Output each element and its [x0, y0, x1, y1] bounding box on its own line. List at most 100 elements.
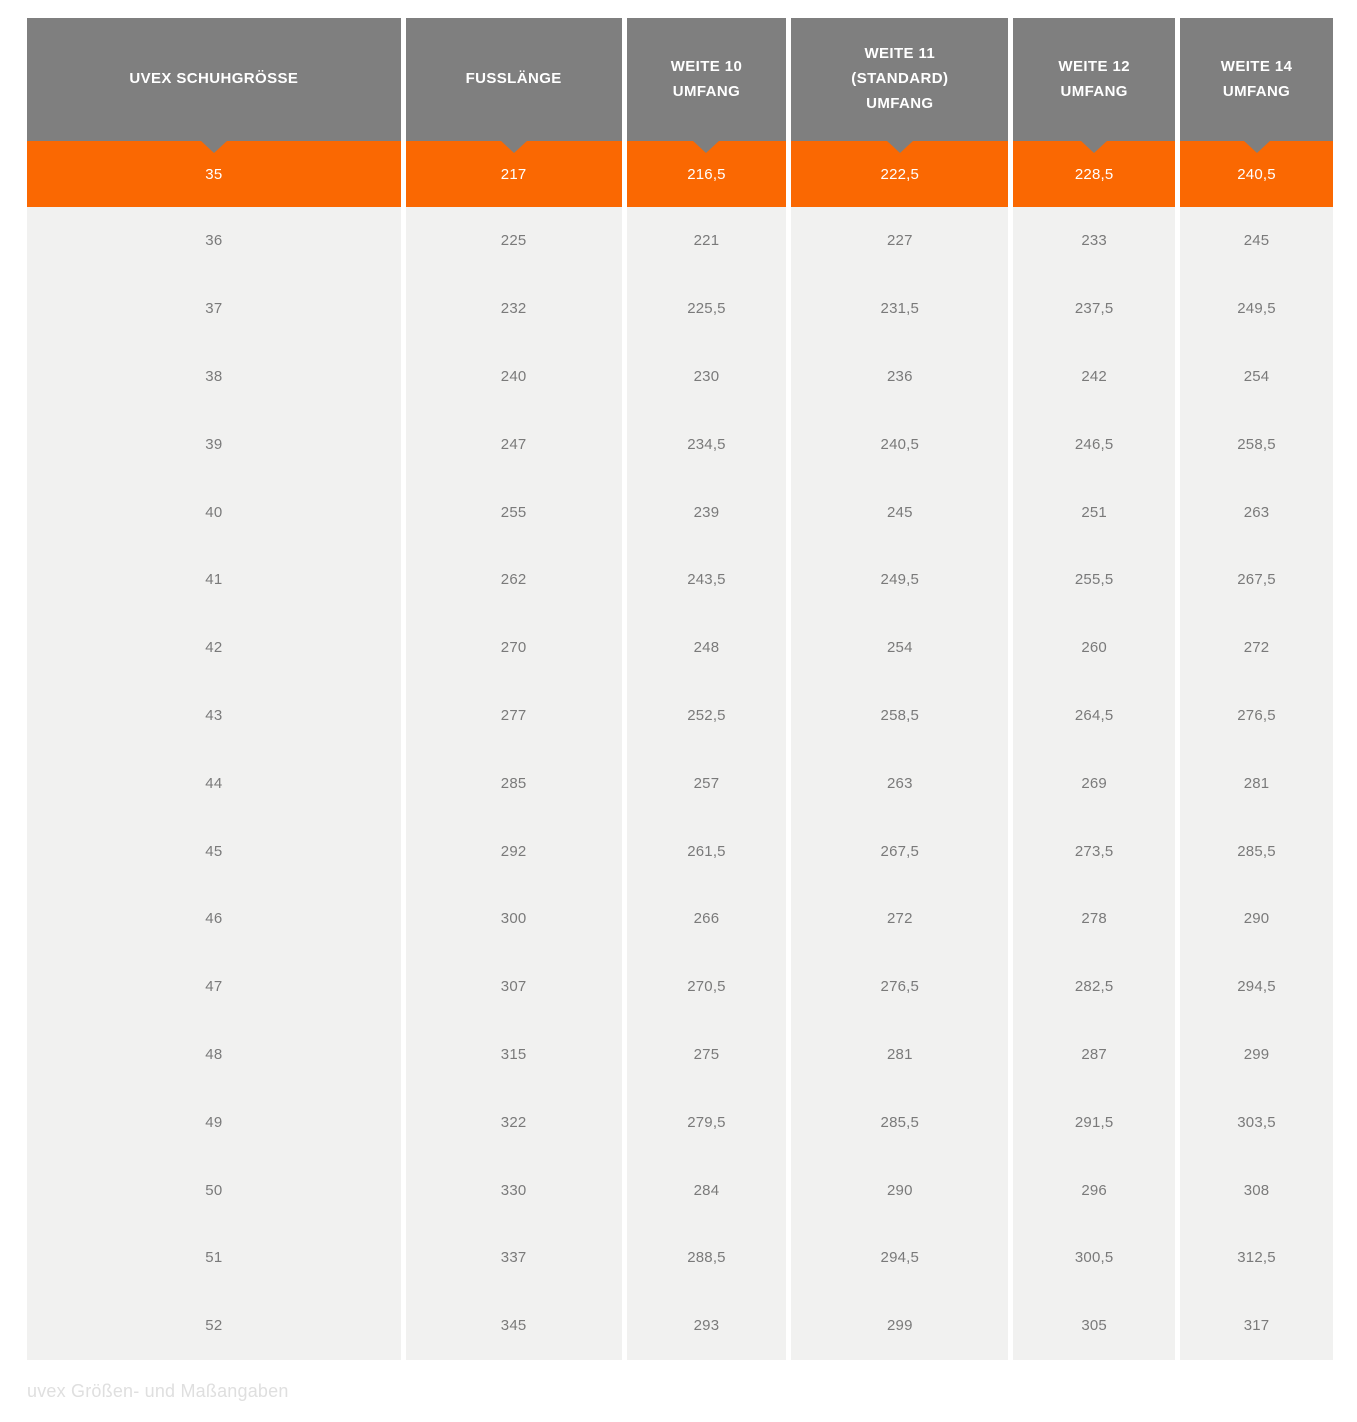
header-arrow-down-icon [499, 140, 528, 153]
header-arrow-down-icon [1242, 140, 1271, 153]
cell-weite14: 249,5 [1180, 274, 1333, 343]
table-row: 51 337 288,5 294,5 300,5 312,5 [27, 1223, 1333, 1292]
header-arrow-down-icon [885, 140, 914, 153]
cell-weite10: 266 [626, 884, 787, 953]
cell-schuhgroesse: 45 [27, 817, 401, 885]
cell-fusslaenge: 307 [405, 952, 622, 1021]
cell-weite11: 249,5 [791, 545, 1009, 614]
cell-weite12: 260 [1013, 613, 1176, 682]
table-row: 48 315 275 281 287 299 [27, 1020, 1333, 1089]
cell-schuhgroesse: 42 [27, 613, 401, 682]
cell-fusslaenge: 300 [405, 884, 622, 953]
cell-schuhgroesse: 49 [27, 1088, 401, 1157]
table-header-row: UVEX SCHUHGRÖSSE FUSSLÄNGE WEITE 10 UMFA… [27, 18, 1333, 153]
table-row: 39 247 234,5 240,5 246,5 258,5 [27, 410, 1333, 479]
cell-weite14: 272 [1180, 613, 1333, 682]
cell-weite14: 267,5 [1180, 545, 1333, 614]
cell-fusslaenge: 345 [405, 1291, 622, 1360]
table-row: 38 240 230 236 242 254 [27, 342, 1333, 411]
table-row: 52 345 293 299 305 317 [27, 1291, 1333, 1360]
cell-weite11: 267,5 [791, 817, 1009, 885]
cell-weite11: 240,5 [791, 410, 1009, 479]
column-header-schuhgroesse: UVEX SCHUHGRÖSSE [27, 18, 401, 153]
cell-schuhgroesse: 40 [27, 478, 401, 546]
cell-weite10: 270,5 [626, 952, 787, 1021]
column-header-label: FUSSLÄNGE [465, 70, 562, 88]
cell-weite10: 288,5 [626, 1223, 787, 1292]
cell-weite10: 225,5 [626, 274, 787, 343]
column-header-label: UVEX SCHUHGRÖSSE [129, 70, 299, 88]
cell-weite14: 254 [1180, 342, 1333, 411]
cell-weite12: 237,5 [1013, 274, 1176, 343]
table-row: 42 270 248 254 260 272 [27, 613, 1333, 682]
cell-weite14: 299 [1180, 1020, 1333, 1089]
cell-schuhgroesse: 50 [27, 1156, 401, 1224]
cell-fusslaenge: 240 [405, 342, 622, 411]
cell-weite12: 233 [1013, 207, 1176, 275]
cell-weite11: 290 [791, 1156, 1009, 1224]
column-header-label: WEITE 11 (STANDARD) UMFANG [851, 45, 949, 112]
table-row: 49 322 279,5 285,5 291,5 303,5 [27, 1088, 1333, 1157]
cell-fusslaenge: 270 [405, 613, 622, 682]
cell-weite10: 275 [626, 1020, 787, 1089]
cell-weite14: 317 [1180, 1291, 1333, 1360]
cell-weite10: 221 [626, 207, 787, 275]
cell-weite11: 281 [791, 1020, 1009, 1089]
cell-weite10: 261,5 [626, 817, 787, 885]
column-header-fusslaenge: FUSSLÄNGE [405, 18, 622, 153]
cell-weite10: 248 [626, 613, 787, 682]
cell-weite11: 285,5 [791, 1088, 1009, 1157]
cell-schuhgroesse: 41 [27, 545, 401, 614]
cell-fusslaenge: 292 [405, 817, 622, 885]
cell-weite12: 269 [1013, 749, 1176, 818]
column-header-weite14: WEITE 14 UMFANG [1180, 18, 1333, 153]
cell-fusslaenge: 255 [405, 478, 622, 546]
cell-fusslaenge: 285 [405, 749, 622, 818]
cell-weite11: 245 [791, 478, 1009, 546]
cell-weite12: 228,5 [1013, 141, 1176, 207]
cell-weite12: 251 [1013, 478, 1176, 546]
header-arrow-down-icon [199, 140, 228, 153]
cell-schuhgroesse: 43 [27, 681, 401, 750]
cell-fusslaenge: 337 [405, 1223, 622, 1292]
cell-weite11: 294,5 [791, 1223, 1009, 1292]
cell-fusslaenge: 315 [405, 1020, 622, 1089]
cell-weite12: 305 [1013, 1291, 1176, 1360]
column-header-weite10: WEITE 10 UMFANG [626, 18, 787, 153]
cell-weite10: 284 [626, 1156, 787, 1224]
cell-weite10: 293 [626, 1291, 787, 1360]
cell-weite14: 285,5 [1180, 817, 1333, 885]
cell-schuhgroesse: 51 [27, 1223, 401, 1292]
cell-weite14: 263 [1180, 478, 1333, 546]
table-row: 46 300 266 272 278 290 [27, 884, 1333, 953]
cell-weite14: 294,5 [1180, 952, 1333, 1021]
column-header-weite11: WEITE 11 (STANDARD) UMFANG [791, 18, 1009, 153]
cell-weite12: 300,5 [1013, 1223, 1176, 1292]
cell-weite11: 299 [791, 1291, 1009, 1360]
cell-weite14: 276,5 [1180, 681, 1333, 750]
column-header-label: WEITE 10 UMFANG [670, 57, 743, 100]
cell-weite12: 255,5 [1013, 545, 1176, 614]
size-table: UVEX SCHUHGRÖSSE FUSSLÄNGE WEITE 10 UMFA… [27, 18, 1333, 1402]
cell-fusslaenge: 232 [405, 274, 622, 343]
table-row: 37 232 225,5 231,5 237,5 249,5 [27, 274, 1333, 343]
table-row: 40 255 239 245 251 263 [27, 478, 1333, 546]
table-row: 45 292 261,5 267,5 273,5 285,5 [27, 817, 1333, 885]
table-caption: uvex Größen- und Maßangaben [27, 1380, 289, 1401]
cell-weite10: 216,5 [626, 141, 787, 207]
cell-weite11: 258,5 [791, 681, 1009, 750]
cell-fusslaenge: 322 [405, 1088, 622, 1157]
cell-weite12: 296 [1013, 1156, 1176, 1224]
cell-weite12: 291,5 [1013, 1088, 1176, 1157]
cell-weite11: 227 [791, 207, 1009, 275]
cell-fusslaenge: 247 [405, 410, 622, 479]
cell-schuhgroesse: 39 [27, 410, 401, 479]
cell-schuhgroesse: 52 [27, 1291, 401, 1360]
cell-weite11: 254 [791, 613, 1009, 682]
cell-weite12: 287 [1013, 1020, 1176, 1089]
cell-fusslaenge: 277 [405, 681, 622, 750]
cell-weite10: 279,5 [626, 1088, 787, 1157]
cell-weite14: 281 [1180, 749, 1333, 818]
cell-weite12: 242 [1013, 342, 1176, 411]
cell-weite14: 312,5 [1180, 1223, 1333, 1292]
